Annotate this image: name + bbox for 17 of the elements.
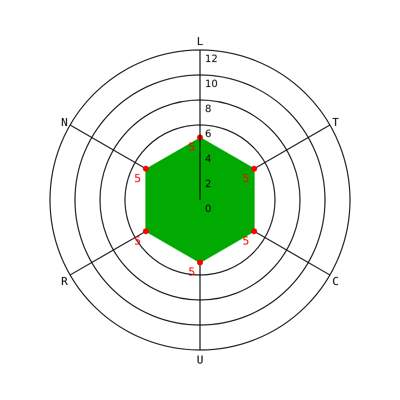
y-tick-label: 6	[205, 129, 212, 140]
spoke-label: C	[332, 275, 339, 288]
spoke-label: T	[332, 116, 340, 129]
y-tick-label: 2	[205, 179, 212, 190]
data-label: 5	[188, 140, 196, 154]
y-tick-label: 10	[205, 79, 218, 90]
y-tick-label: 0	[205, 204, 212, 215]
y-tick-label: 8	[205, 104, 212, 115]
data-label: 5	[242, 234, 250, 248]
spoke-label: R	[61, 275, 68, 288]
spoke-label: U	[196, 354, 204, 367]
y-tick-label: 12	[205, 54, 218, 65]
data-label: 5	[134, 172, 142, 185]
data-label: 5	[242, 172, 250, 185]
spoke-label: N	[61, 116, 68, 129]
y-tick-label: 4	[205, 154, 212, 165]
spoke-label: L	[196, 35, 204, 48]
